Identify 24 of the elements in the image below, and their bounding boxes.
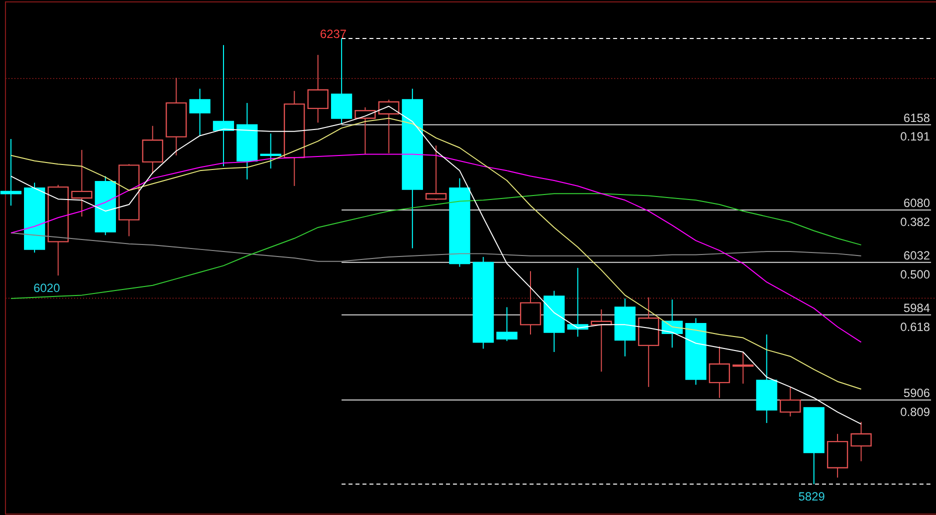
annotation: 6237 [320,27,347,42]
candlestick [354,106,376,155]
annotation: 6020 [33,280,60,295]
candlestick [496,306,518,342]
ref-line-label: 6032 0.500 [900,248,930,282]
candlestick [212,44,234,167]
candlestick [732,351,754,384]
candlestick [426,145,447,201]
ref-line-label: 6158 0.191 [900,110,930,144]
candlestick [307,54,329,124]
ref-line-label: 5906 0.809 [900,386,930,419]
candlestick [189,88,210,136]
annotation: 5829 [798,490,826,504]
ref-line-label: 5984 0.618 [900,300,930,334]
candlestick [378,99,400,154]
candlestick [142,125,164,174]
candlestick [780,386,801,417]
candlestick [520,270,542,336]
ref-line-label: 6080 0.382 [900,196,930,229]
candlestick [260,133,282,169]
candlestick [0,138,22,206]
candlestick [71,149,92,218]
candlestick [850,421,872,462]
candlestick [708,346,730,398]
